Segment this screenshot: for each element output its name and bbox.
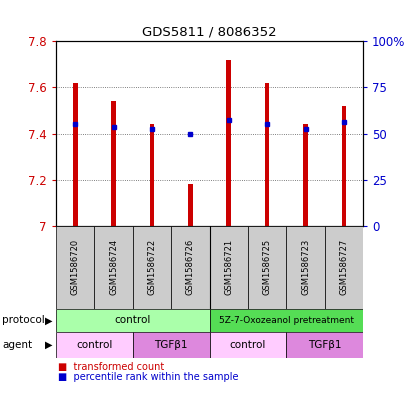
Bar <box>56 309 210 332</box>
Text: GSM1586720: GSM1586720 <box>71 239 80 295</box>
Bar <box>133 226 171 309</box>
Bar <box>111 101 116 226</box>
Text: protocol: protocol <box>2 315 45 325</box>
Title: GDS5811 / 8086352: GDS5811 / 8086352 <box>142 26 277 39</box>
Bar <box>286 332 363 358</box>
Bar <box>56 332 133 358</box>
Bar <box>248 226 286 309</box>
Bar <box>210 226 248 309</box>
Text: ■  transformed count: ■ transformed count <box>58 362 164 373</box>
Text: ▶: ▶ <box>45 340 53 350</box>
Bar <box>325 226 363 309</box>
Text: control: control <box>115 315 151 325</box>
Bar <box>150 124 154 226</box>
Text: GSM1586726: GSM1586726 <box>186 239 195 296</box>
Text: control: control <box>230 340 266 350</box>
Bar <box>95 226 133 309</box>
Text: GSM1586724: GSM1586724 <box>109 239 118 295</box>
Bar <box>210 309 363 332</box>
Text: 5Z-7-Oxozeanol pretreatment: 5Z-7-Oxozeanol pretreatment <box>219 316 354 325</box>
Bar <box>188 184 193 226</box>
Bar <box>210 332 286 358</box>
Text: GSM1586722: GSM1586722 <box>147 239 156 295</box>
Text: GSM1586727: GSM1586727 <box>339 239 349 296</box>
Text: GSM1586721: GSM1586721 <box>224 239 233 295</box>
Bar <box>227 60 231 226</box>
Bar <box>303 124 308 226</box>
Bar <box>265 83 269 226</box>
Text: control: control <box>76 340 112 350</box>
Text: GSM1586725: GSM1586725 <box>263 239 272 295</box>
Bar <box>73 83 78 226</box>
Text: ■  percentile rank within the sample: ■ percentile rank within the sample <box>58 372 239 382</box>
Text: GSM1586723: GSM1586723 <box>301 239 310 296</box>
Text: agent: agent <box>2 340 32 350</box>
Bar <box>342 106 346 226</box>
Bar <box>286 226 325 309</box>
Bar <box>56 226 95 309</box>
Text: ▶: ▶ <box>45 315 53 325</box>
Text: TGFβ1: TGFβ1 <box>308 340 342 350</box>
Text: TGFβ1: TGFβ1 <box>154 340 188 350</box>
Bar <box>133 332 210 358</box>
Bar <box>171 226 210 309</box>
